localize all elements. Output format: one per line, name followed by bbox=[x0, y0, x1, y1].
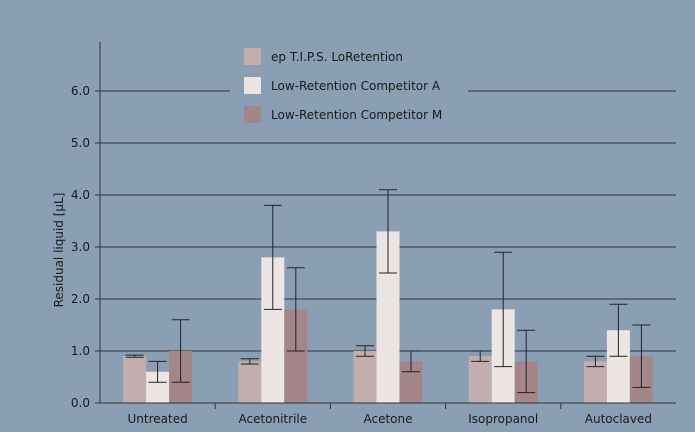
x-tick-label: Acetone bbox=[363, 412, 412, 426]
legend-label: ep T.I.P.S. LoRetention bbox=[271, 50, 403, 64]
bar bbox=[123, 356, 147, 403]
y-tick-label: 2.0 bbox=[71, 292, 90, 306]
y-tick-label: 1.0 bbox=[71, 344, 90, 358]
y-tick-label: 0.0 bbox=[71, 396, 90, 410]
x-tick-label: Untreated bbox=[127, 412, 187, 426]
legend-label: Low-Retention Competitor M bbox=[271, 108, 442, 122]
y-tick-label: 6.0 bbox=[71, 84, 90, 98]
legend-swatch bbox=[244, 77, 261, 94]
bar bbox=[146, 371, 170, 403]
legend-item-background bbox=[230, 73, 468, 95]
y-tick-label: 3.0 bbox=[71, 240, 90, 254]
bar bbox=[238, 361, 262, 403]
bar bbox=[284, 309, 308, 403]
legend: ep T.I.P.S. LoRetention Low-Retention Com… bbox=[230, 44, 468, 124]
bar bbox=[376, 231, 400, 403]
bar bbox=[353, 351, 377, 403]
legend-swatch bbox=[244, 106, 261, 123]
y-axis-label: Residual liquid [µL] bbox=[52, 193, 66, 308]
bar bbox=[583, 361, 607, 403]
legend-item-background bbox=[230, 102, 468, 124]
y-tick-label: 4.0 bbox=[71, 188, 90, 202]
legend-swatch bbox=[244, 48, 261, 65]
y-tick-label: 5.0 bbox=[71, 136, 90, 150]
x-tick-label: Isopropanol bbox=[468, 412, 538, 426]
x-tick-label: Autoclaved bbox=[585, 412, 652, 426]
bar bbox=[261, 257, 285, 403]
legend-label: Low-Retention Competitor A bbox=[271, 79, 441, 93]
legend-item-background bbox=[230, 44, 468, 66]
tick-labels: 0.0 1.0 2.0 3.0 4.0 5.0 6.0 Untreated Acetonitri… bbox=[71, 84, 652, 426]
error-bars bbox=[125, 189, 651, 394]
bar bbox=[606, 330, 630, 403]
axes bbox=[95, 42, 676, 409]
x-tick-label: Acetonitrile bbox=[238, 412, 307, 426]
bar bbox=[468, 356, 492, 403]
